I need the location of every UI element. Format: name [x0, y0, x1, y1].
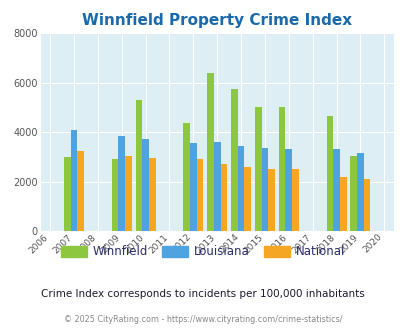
- Bar: [350, 155, 356, 231]
- Bar: [326, 116, 333, 231]
- Text: © 2025 CityRating.com - https://www.cityrating.com/crime-statistics/: © 2025 CityRating.com - https://www.city…: [64, 315, 341, 324]
- Bar: [142, 139, 149, 231]
- Text: Crime Index corresponds to incidents per 100,000 inhabitants: Crime Index corresponds to incidents per…: [41, 289, 364, 299]
- Legend: Winnfield, Louisiana, National: Winnfield, Louisiana, National: [56, 241, 349, 263]
- Bar: [254, 107, 261, 231]
- Bar: [70, 130, 77, 231]
- Bar: [244, 167, 250, 231]
- Bar: [220, 164, 227, 231]
- Bar: [237, 146, 244, 231]
- Bar: [111, 159, 118, 231]
- Bar: [149, 158, 155, 231]
- Bar: [135, 100, 142, 231]
- Bar: [230, 89, 237, 231]
- Bar: [278, 107, 285, 231]
- Title: Winnfield Property Crime Index: Winnfield Property Crime Index: [82, 13, 352, 28]
- Bar: [196, 159, 203, 231]
- Bar: [183, 123, 190, 231]
- Bar: [356, 153, 363, 231]
- Bar: [118, 136, 125, 231]
- Bar: [77, 150, 84, 231]
- Bar: [125, 155, 132, 231]
- Bar: [190, 143, 196, 231]
- Bar: [333, 149, 339, 231]
- Bar: [207, 73, 213, 231]
- Bar: [292, 169, 298, 231]
- Bar: [339, 177, 346, 231]
- Bar: [268, 169, 274, 231]
- Bar: [261, 148, 268, 231]
- Bar: [363, 179, 369, 231]
- Bar: [213, 142, 220, 231]
- Bar: [285, 149, 292, 231]
- Bar: [64, 157, 70, 231]
